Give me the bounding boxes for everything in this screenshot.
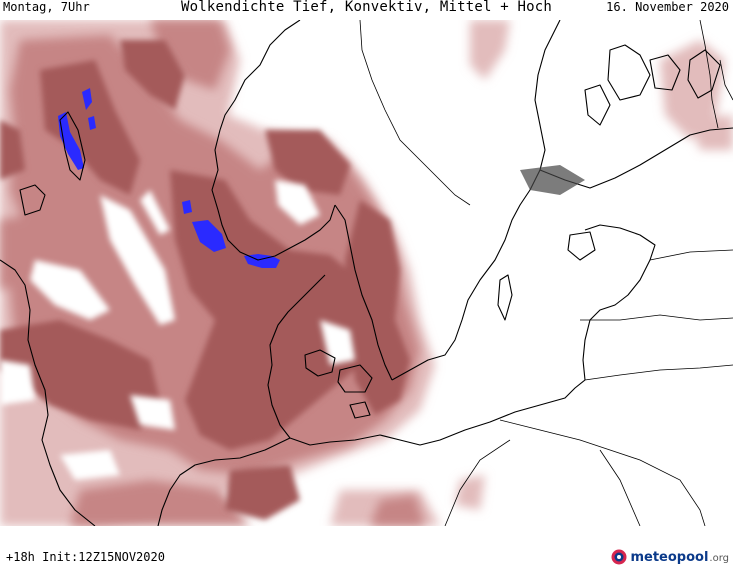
meteopool-logo-icon [611,549,627,565]
map-title: Wolkendichte Tief, Konvektiv, Mittel + H… [180,0,553,15]
brand-name: meteopool [630,549,709,565]
coastlines [0,20,733,526]
brand-watermark: meteopool .org [611,547,729,567]
brand-tld: .org [709,552,729,564]
cloud-density-map [0,20,733,526]
valid-date-label: 16. November 2020 [606,0,729,14]
valid-time-label: Montag, 7Uhr [3,0,90,14]
clear-bands [0,180,355,480]
map-footer: +18h Init:12Z15NOV2020 meteopool .org [0,526,733,566]
forecast-init-label: +18h Init:12Z15NOV2020 [6,550,165,564]
map-header: Montag, 7Uhr Wolkendichte Tief, Konvekti… [0,0,733,20]
country-borders [359,20,733,526]
archipelago [520,165,585,195]
